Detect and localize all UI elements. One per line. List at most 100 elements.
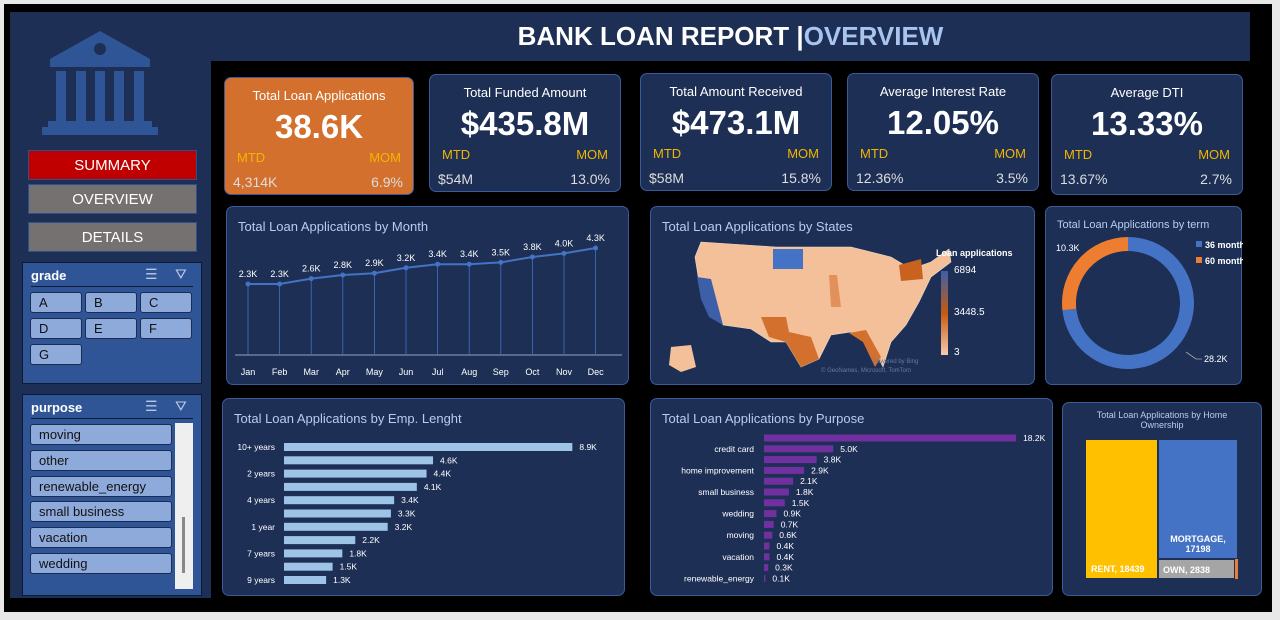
data-label: 0.4K — [777, 552, 795, 562]
grade-option-A[interactable]: A — [30, 292, 82, 313]
mtd-value: $54M — [438, 171, 474, 187]
state-florida — [849, 330, 881, 367]
data-point — [245, 281, 251, 287]
kpi-title: Total Loan Applications — [252, 88, 386, 103]
mom-label: MOM — [787, 146, 819, 161]
data-label: 3.3K — [398, 509, 416, 519]
data-label: 4.4K — [434, 469, 452, 479]
y-tick-label: 7 years — [247, 548, 275, 558]
data-point — [435, 261, 441, 267]
y-tick-label: moving — [727, 530, 755, 540]
scrollbar[interactable] — [175, 423, 193, 589]
kpi-title: Total Amount Received — [669, 84, 803, 99]
data-label: 2.8K — [334, 260, 353, 270]
scrollbar-thumb[interactable] — [182, 517, 185, 573]
data-label: 2.9K — [811, 465, 829, 475]
us-map[interactable] — [651, 207, 1036, 386]
state-texas — [761, 317, 819, 367]
kpi-title: Average Interest Rate — [879, 84, 1007, 99]
mtd-value: $58M — [649, 170, 685, 186]
purpose-option[interactable]: moving — [30, 424, 172, 445]
month-chart-card: Total Loan Applications by Month 2.3K Jan… — [226, 206, 629, 385]
kpi-title: Total Funded Amount — [463, 85, 587, 100]
treemap-tile-own: OWN, 2838 — [1158, 559, 1235, 579]
clear-filter-icon[interactable]: ⛛ — [175, 266, 187, 282]
purpose-option[interactable]: renewable_energy — [30, 475, 172, 497]
grade-option-F[interactable]: F — [140, 318, 192, 339]
multi-select-icon[interactable]: ☰ — [145, 266, 158, 282]
data-label: 5.0K — [840, 444, 858, 454]
page-subtitle: OVERVIEW — [803, 21, 944, 51]
bar — [764, 531, 773, 539]
legend-label: 60 months — [1205, 256, 1243, 266]
data-point — [498, 259, 504, 265]
mom-value: 6.9% — [371, 174, 403, 190]
bar — [284, 522, 388, 531]
y-tick-label: small business — [698, 487, 754, 497]
x-tick-label: May — [366, 367, 384, 377]
chart-title: Total Loan Applications by Purpose — [662, 411, 865, 426]
mtd-label: MTD — [237, 150, 266, 165]
data-label: 3.8K — [824, 455, 842, 465]
data-label: 3.2K — [397, 253, 416, 263]
overview-button[interactable]: OVERVIEW — [28, 184, 197, 214]
data-label: 2.3K — [239, 269, 258, 279]
bar — [764, 456, 817, 464]
x-tick-label: Mar — [303, 367, 319, 377]
legend-swatch — [1196, 241, 1202, 247]
bar — [764, 488, 789, 496]
bar — [764, 553, 770, 561]
grade-option-D[interactable]: D — [30, 318, 82, 339]
bar — [764, 574, 766, 582]
data-label: 4.0K — [555, 238, 574, 248]
purpose-option[interactable]: wedding — [30, 553, 172, 574]
kpi-card: Total Funded Amount $435.8M MTD MOM $54M… — [429, 74, 621, 192]
x-tick-label: Sep — [493, 367, 509, 377]
data-label: 1.3K — [333, 575, 351, 585]
data-label: 2.1K — [800, 476, 818, 486]
data-label: 2.3K — [270, 269, 289, 279]
grade-option-C[interactable]: C — [140, 292, 192, 313]
page-header: BANK LOAN REPORT |OVERVIEW — [211, 12, 1250, 61]
grade-option-B[interactable]: B — [85, 292, 137, 313]
x-tick-label: Feb — [272, 367, 288, 377]
chart-title: Total Loan Applications by Emp. Lenght — [234, 411, 462, 426]
state-alaska — [669, 345, 696, 372]
kpi-title: Average DTI — [1110, 85, 1184, 100]
data-label: 2.2K — [362, 535, 380, 545]
term-donut-chart: 36 months 60 months 28.2K 10.3K — [1056, 237, 1243, 369]
data-label: 3.5K — [492, 247, 511, 257]
data-label: 3.8K — [523, 242, 542, 252]
data-point — [561, 250, 567, 256]
data-label: 28.2K — [1204, 354, 1228, 364]
mom-label: MOM — [369, 150, 401, 165]
tile-label: OWN, 2838 — [1163, 565, 1211, 575]
grade-option-E[interactable]: E — [85, 318, 137, 339]
bar — [764, 477, 794, 485]
summary-button[interactable]: SUMMARY — [28, 150, 197, 180]
purpose-option[interactable]: other — [30, 449, 172, 471]
map-legend-gradient — [941, 271, 948, 355]
bar — [764, 466, 805, 474]
bar — [764, 542, 770, 550]
bar — [764, 564, 769, 572]
multi-select-icon[interactable]: ☰ — [145, 398, 158, 414]
details-button[interactable]: DETAILS — [28, 222, 197, 252]
mtd-label: MTD — [442, 147, 471, 162]
state-new-york — [899, 259, 923, 281]
purpose-option[interactable]: vacation — [30, 527, 172, 549]
data-point — [466, 261, 472, 267]
purpose-option[interactable]: small business — [30, 501, 172, 523]
data-label: 18.2K — [1023, 433, 1046, 443]
clear-filter-icon[interactable]: ⛛ — [175, 398, 187, 414]
bar — [284, 536, 356, 545]
data-label: 3.4K — [428, 249, 447, 259]
data-label: 4.1K — [424, 482, 442, 492]
states-map-card: Total Loan Applications by States Loan a… — [650, 206, 1035, 385]
legend-mid: 3448.5 — [954, 307, 985, 318]
data-label: 2.6K — [302, 264, 321, 274]
mtd-value: 12.36% — [856, 170, 904, 186]
state-california — [697, 277, 723, 325]
mom-label: MOM — [576, 147, 608, 162]
grade-option-G[interactable]: G — [30, 344, 82, 365]
